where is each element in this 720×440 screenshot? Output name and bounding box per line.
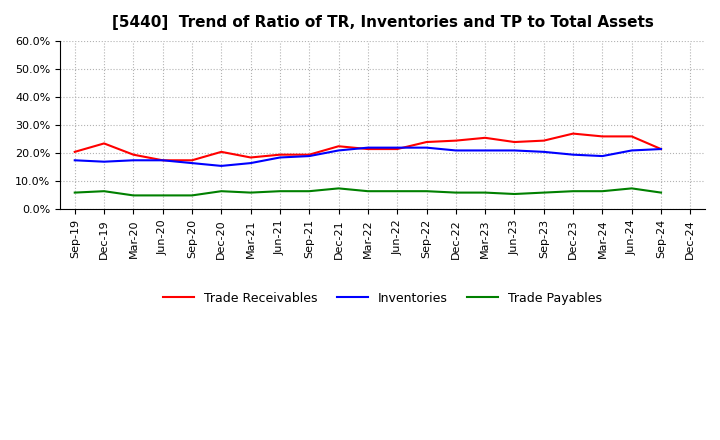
Trade Receivables xyxy=(481,135,490,140)
Trade Receivables xyxy=(539,138,548,143)
Inventories xyxy=(657,147,665,152)
Trade Payables xyxy=(305,189,314,194)
Trade Payables xyxy=(657,190,665,195)
Inventories xyxy=(334,148,343,153)
Trade Payables xyxy=(246,190,255,195)
Inventories xyxy=(422,145,431,150)
Inventories xyxy=(569,152,577,158)
Trade Receivables xyxy=(129,152,138,158)
Trade Receivables xyxy=(510,139,519,145)
Inventories xyxy=(158,158,167,163)
Trade Receivables xyxy=(422,139,431,145)
Trade Receivables xyxy=(598,134,607,139)
Trade Payables xyxy=(100,189,109,194)
Trade Payables xyxy=(129,193,138,198)
Inventories xyxy=(364,145,372,150)
Trade Payables xyxy=(276,189,284,194)
Trade Payables xyxy=(188,193,197,198)
Inventories xyxy=(393,145,402,150)
Inventories xyxy=(217,163,225,169)
Trade Payables xyxy=(364,189,372,194)
Trade Payables xyxy=(451,190,460,195)
Inventories xyxy=(510,148,519,153)
Trade Receivables xyxy=(217,149,225,154)
Trade Payables xyxy=(481,190,490,195)
Trade Payables xyxy=(510,191,519,197)
Line: Inventories: Inventories xyxy=(75,148,661,166)
Inventories xyxy=(451,148,460,153)
Trade Payables xyxy=(422,189,431,194)
Trade Payables xyxy=(627,186,636,191)
Trade Receivables xyxy=(305,152,314,158)
Trade Receivables xyxy=(188,158,197,163)
Trade Payables xyxy=(569,189,577,194)
Trade Receivables xyxy=(158,158,167,163)
Trade Payables xyxy=(393,189,402,194)
Trade Receivables xyxy=(657,147,665,152)
Trade Receivables xyxy=(100,141,109,146)
Inventories xyxy=(188,161,197,166)
Line: Trade Payables: Trade Payables xyxy=(75,188,661,195)
Inventories xyxy=(129,158,138,163)
Trade Receivables xyxy=(246,155,255,160)
Inventories xyxy=(627,148,636,153)
Inventories xyxy=(481,148,490,153)
Trade Payables xyxy=(598,189,607,194)
Inventories xyxy=(539,149,548,154)
Trade Receivables xyxy=(364,147,372,152)
Trade Receivables xyxy=(393,147,402,152)
Trade Payables xyxy=(71,190,79,195)
Trade Receivables xyxy=(451,138,460,143)
Line: Trade Receivables: Trade Receivables xyxy=(75,134,661,160)
Inventories xyxy=(246,161,255,166)
Trade Payables xyxy=(217,189,225,194)
Inventories xyxy=(305,154,314,159)
Title: [5440]  Trend of Ratio of TR, Inventories and TP to Total Assets: [5440] Trend of Ratio of TR, Inventories… xyxy=(112,15,654,30)
Trade Payables xyxy=(334,186,343,191)
Trade Receivables xyxy=(334,143,343,149)
Inventories xyxy=(598,154,607,159)
Legend: Trade Receivables, Inventories, Trade Payables: Trade Receivables, Inventories, Trade Pa… xyxy=(158,286,607,309)
Inventories xyxy=(100,159,109,164)
Trade Receivables xyxy=(276,152,284,158)
Trade Payables xyxy=(539,190,548,195)
Trade Receivables xyxy=(569,131,577,136)
Trade Receivables xyxy=(627,134,636,139)
Trade Receivables xyxy=(71,149,79,154)
Trade Payables xyxy=(158,193,167,198)
Inventories xyxy=(71,158,79,163)
Inventories xyxy=(276,155,284,160)
